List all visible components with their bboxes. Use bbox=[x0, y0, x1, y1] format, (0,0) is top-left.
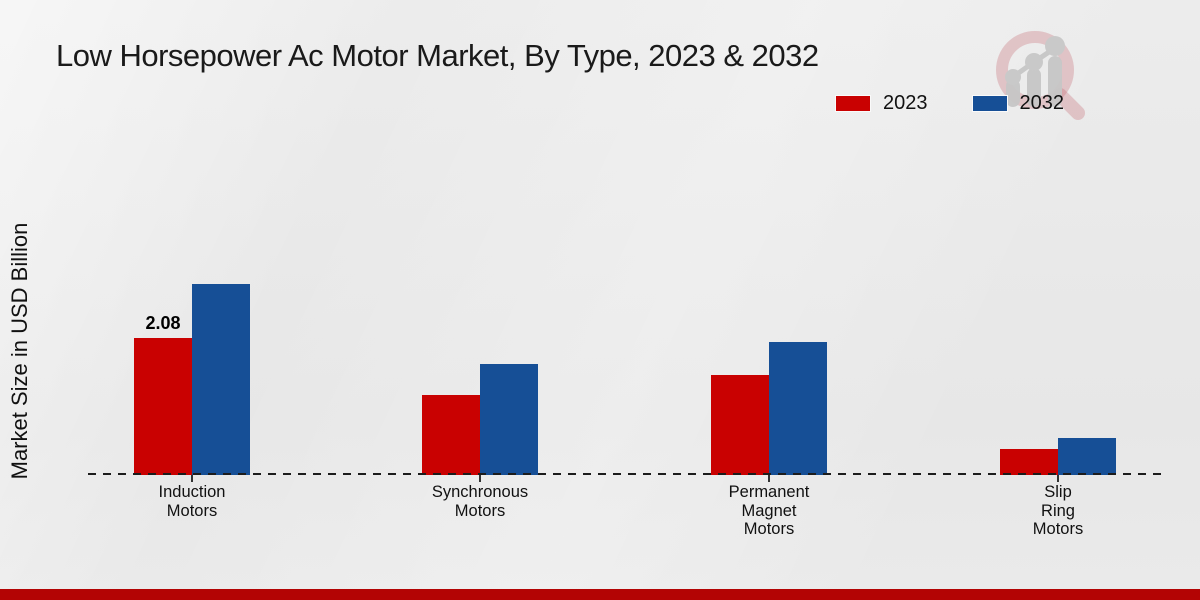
bar-2023-induction-motors bbox=[134, 338, 192, 475]
x-axis-tick bbox=[191, 475, 193, 482]
data-label-2023-induction-motors: 2.08 bbox=[145, 313, 181, 333]
chart-title: Low Horsepower Ac Motor Market, By Type,… bbox=[56, 38, 819, 73]
category-label-slip-ring-motors: Slip Ring Motors bbox=[1032, 483, 1084, 538]
category-label-induction-motors: Induction Motors bbox=[158, 483, 226, 520]
footer-accent-bar bbox=[0, 589, 1200, 600]
watermark-logo bbox=[988, 26, 1090, 127]
bar-2032-induction-motors bbox=[192, 284, 250, 475]
category-label-synchronous-motors: Synchronous Motors bbox=[431, 483, 529, 520]
bar-2023-permanent-magnet-motors bbox=[711, 375, 769, 475]
legend-swatch-2023 bbox=[835, 95, 871, 112]
legend-label-2032: 2032 bbox=[1019, 92, 1065, 114]
legend-item-2032: 2032 bbox=[971, 92, 1065, 115]
x-axis-tick bbox=[768, 475, 770, 482]
legend: 2023 2032 bbox=[835, 92, 1064, 115]
bar-2032-slip-ring-motors bbox=[1058, 438, 1116, 475]
market-research-magnifier-growth-icon bbox=[996, 31, 1085, 120]
legend-swatch-2032 bbox=[971, 95, 1008, 112]
x-axis-tick bbox=[1057, 475, 1059, 482]
bar-2032-permanent-magnet-motors bbox=[769, 342, 827, 475]
legend-label-2023: 2023 bbox=[883, 92, 928, 114]
bar-2023-slip-ring-motors bbox=[1000, 449, 1058, 475]
bar-2023-synchronous-motors bbox=[422, 395, 480, 475]
x-axis-baseline bbox=[88, 473, 1164, 475]
category-label-permanent-magnet-motors: Permanent Magnet Motors bbox=[728, 483, 810, 538]
bar-2032-synchronous-motors bbox=[480, 364, 538, 475]
legend-item-2023: 2023 bbox=[835, 92, 928, 115]
x-axis-tick bbox=[479, 475, 481, 482]
